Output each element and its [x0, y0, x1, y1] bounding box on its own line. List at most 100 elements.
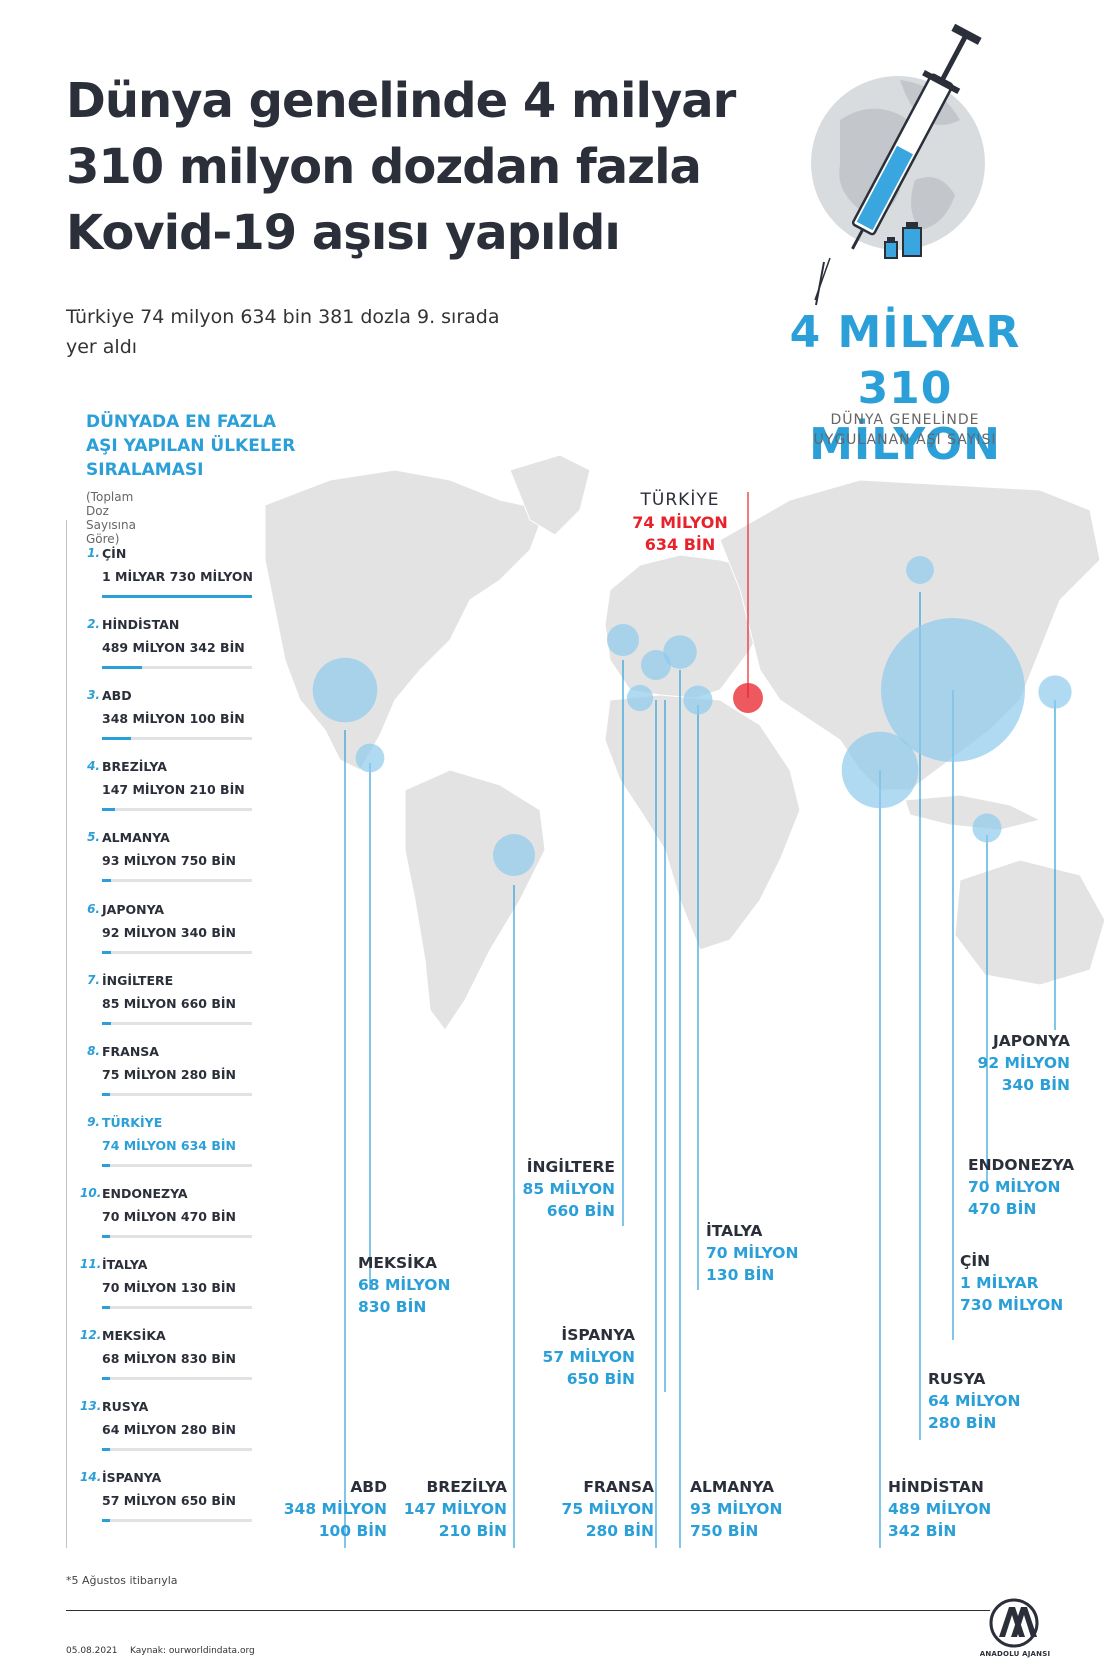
ranking-note: (Toplam Doz Sayısına Göre)	[86, 490, 136, 546]
callout-name: BREZİLYA	[426, 1478, 507, 1496]
bubble-brezi̇lya	[492, 833, 536, 877]
callout-value: 489 MİLYON	[888, 1500, 992, 1518]
rank-value: 1 MİLYAR 730 MİLYON	[102, 569, 253, 584]
callout-value: 68 MİLYON	[358, 1276, 451, 1294]
rank-bar	[102, 1234, 110, 1238]
title-line: Kovid-19 aşısı yapıldı	[66, 205, 621, 261]
rank-bar	[102, 1021, 111, 1025]
rank-bar-track	[102, 1021, 252, 1025]
ranking-divider	[66, 520, 67, 1548]
rank-bar	[102, 879, 112, 883]
rank-country: HİNDİSTAN	[102, 617, 180, 633]
rank-value: 85 MİLYON 660 BİN	[102, 995, 236, 1011]
rank-value: 489 MİLYON 342 BİN	[102, 640, 245, 656]
rank-number: 6.	[87, 901, 100, 916]
north-america	[264, 469, 546, 771]
australia	[954, 859, 1106, 986]
bubble-abd	[312, 657, 378, 723]
footer-date: 05.08.2021	[66, 1646, 118, 1656]
subtitle-line: yer aldı	[66, 336, 138, 358]
rank-number: 9.	[87, 1114, 100, 1129]
callout-name: İTALYA	[706, 1222, 763, 1240]
bubble-rusya	[906, 556, 934, 584]
bubble-almanya	[663, 635, 697, 669]
callout-ispanya: İSPANYA 57 MİLYON 650 BİN	[543, 1324, 635, 1390]
rank-bar	[102, 1448, 110, 1452]
rank-country: JAPONYA	[102, 901, 165, 917]
title-line: 310 milyon dozdan fazla	[66, 139, 702, 195]
rank-country: ENDONEZYA	[102, 1185, 188, 1201]
rank-bar	[102, 1306, 110, 1309]
rank-bar-track	[102, 666, 252, 670]
ranking-item: 13. RUSYA 64 MİLYON 280 BİN	[80, 1399, 260, 1465]
ranking-item: 8. FRANSA 75 MİLYON 280 BİN	[80, 1044, 260, 1110]
ranking-item: 4. BREZİLYA 147 MİLYON 210 BİN	[80, 759, 260, 825]
rank-bar-track	[102, 950, 252, 954]
syringe-icon	[814, 23, 982, 306]
rank-number: 14.	[80, 1470, 102, 1485]
rank-value: 70 MİLYON 130 BİN	[102, 1280, 236, 1295]
rank-value: 92 MİLYON 340 BİN	[102, 924, 236, 940]
bubble-i̇spanya	[626, 684, 654, 712]
bubble-i̇ngi̇ltere	[606, 623, 640, 657]
rank-value: 70 MİLYON 470 BİN	[102, 1208, 236, 1224]
rank-country: RUSYA	[102, 1399, 149, 1415]
rank-number: 11.	[80, 1257, 102, 1271]
callout-name: İNGİLTERE	[526, 1158, 615, 1176]
callout-name: İSPANYA	[561, 1326, 635, 1344]
bubble-i̇talya	[683, 685, 713, 715]
ranking-item: 12. MEKSİKA 68 MİLYON 830 BİN	[80, 1328, 260, 1394]
ranking-item: 2. HİNDİSTAN 489 MİLYON 342 BİN	[80, 617, 260, 683]
callout-value: 147 MİLYON	[403, 1500, 507, 1518]
rank-country: ALMANYA	[102, 830, 170, 846]
callout-value: 57 MİLYON	[542, 1348, 635, 1366]
bubble-çi̇n	[881, 618, 1025, 762]
bubble-fransa	[640, 649, 672, 681]
ranking-item: 14. İSPANYA 57 MİLYON 650 BİN	[80, 1470, 260, 1536]
page-subtitle: Türkiye 74 milyon 634 bin 381 dozla 9. s…	[66, 302, 586, 362]
callout-name: ALMANYA	[690, 1478, 775, 1496]
rank-bar-track	[102, 737, 252, 741]
callout-name: HİNDİSTAN	[888, 1478, 984, 1496]
ranking-item: 10. ENDONEZYA 70 MİLYON 470 BİN	[80, 1186, 260, 1252]
callout-abd: ABD 348 MİLYON 100 BİN	[284, 1476, 387, 1542]
ranking-item: 7. İNGİLTERE 85 MİLYON 660 BİN	[80, 973, 260, 1039]
ranking-item: 1. ÇİN 1 MİLYAR 730 MİLYON	[80, 546, 260, 612]
callout-value: 280 BİN	[928, 1414, 997, 1432]
rank-country: BREZİLYA	[102, 759, 167, 775]
callout-value: 730 MİLYON	[960, 1296, 1064, 1314]
subtitle-line: Türkiye 74 milyon 634 bin 381 dozla 9. s…	[66, 306, 500, 328]
callout-turkiye: TÜRKİYE 74 MİLYON 634 BİN	[620, 488, 740, 556]
callout-value: 70 MİLYON	[706, 1244, 799, 1262]
callout-value: 93 MİLYON	[690, 1500, 783, 1518]
callout-value: 660 BİN	[546, 1202, 615, 1220]
footnote: *5 Ağustos itibarıyla	[66, 1574, 178, 1587]
callout-value: 85 MİLYON	[522, 1180, 615, 1198]
caption-line: UYGULANAN AŞI SAYISI	[813, 432, 997, 448]
rank-country: ÇİN	[102, 546, 127, 561]
rank-bar	[102, 1092, 110, 1096]
ranking-title-line: SIRALAMASI	[86, 460, 204, 480]
callout-japonya: JAPONYA 92 MİLYON 340 BİN	[978, 1030, 1070, 1096]
callout-name: MEKSİKA	[358, 1254, 437, 1272]
rank-country: İTALYA	[102, 1257, 148, 1272]
total-caption: DÜNYA GENELİNDE UYGULANAN AŞI SAYISI	[780, 410, 1030, 450]
rank-country: İNGİLTERE	[102, 972, 174, 988]
callout-endonezya: ENDONEZYA 70 MİLYON 470 BİN	[968, 1154, 1074, 1220]
rank-bar	[102, 808, 116, 812]
callout-almanya: ALMANYA 93 MİLYON 750 BİN	[690, 1476, 782, 1542]
logo-text: ANADOLU AJANSI	[979, 1650, 1051, 1658]
ranking-title-line: AŞI YAPILAN ÜLKELER	[86, 436, 296, 456]
rank-bar	[102, 666, 143, 670]
total-line: 4 MİLYAR	[789, 307, 1021, 358]
footer-source: Kaynak: ourworldindata.org	[130, 1646, 255, 1656]
south-america	[404, 769, 546, 1031]
callout-value: 470 BİN	[968, 1200, 1037, 1218]
rank-bar	[102, 950, 112, 954]
rank-bar-track	[102, 1092, 252, 1096]
callout-value: 130 BİN	[706, 1266, 775, 1284]
rank-number: 1.	[87, 546, 100, 560]
callout-name: ABD	[350, 1478, 387, 1496]
rank-number: 8.	[87, 1043, 100, 1058]
rank-number: 10.	[80, 1185, 102, 1200]
